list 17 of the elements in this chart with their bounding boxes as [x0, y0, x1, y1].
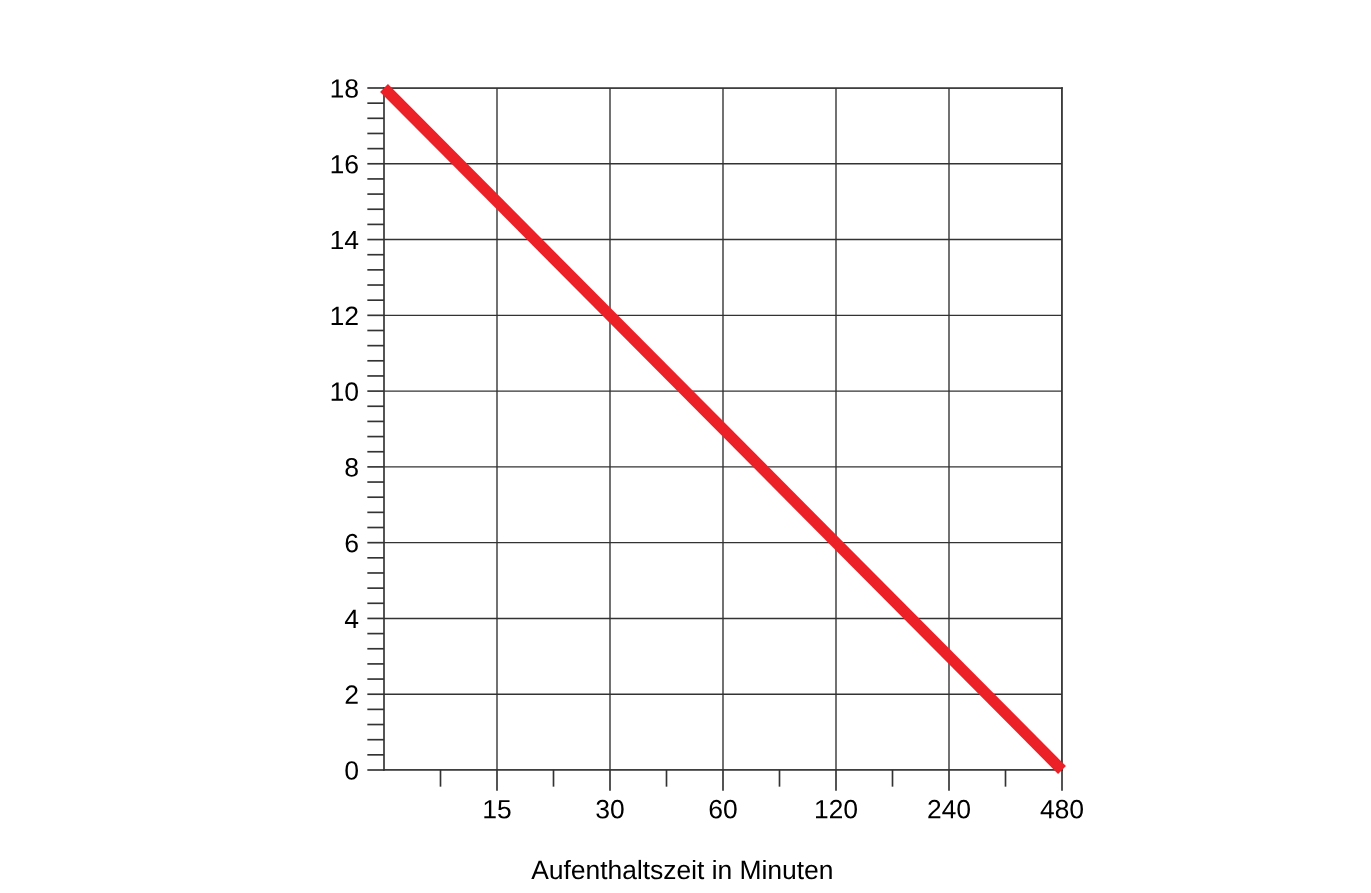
x-tick-label: 120	[816, 799, 857, 819]
y-tick-label: 18	[331, 79, 358, 98]
y-tick-label: 14	[331, 230, 359, 250]
x-axis-title: Aufenthaltszeit in Minuten	[531, 859, 832, 880]
x-tick-label: 30	[596, 799, 624, 819]
x-tick-label: 15	[484, 800, 511, 819]
x-tick-label: 60	[709, 799, 737, 819]
y-tick-label: 4	[344, 609, 359, 629]
y-tick-label: 8	[345, 458, 358, 477]
x-tick-label: 240	[928, 799, 970, 819]
x-tick-label: 480	[1040, 799, 1083, 819]
y-tick-label: 0	[345, 761, 358, 780]
y-tick-label: 6	[345, 533, 358, 553]
y-tick-label: 16	[331, 154, 358, 174]
y-tick-label: 10	[331, 382, 358, 401]
y-tick-label: 2	[345, 685, 358, 704]
y-tick-label: 12	[331, 306, 358, 325]
